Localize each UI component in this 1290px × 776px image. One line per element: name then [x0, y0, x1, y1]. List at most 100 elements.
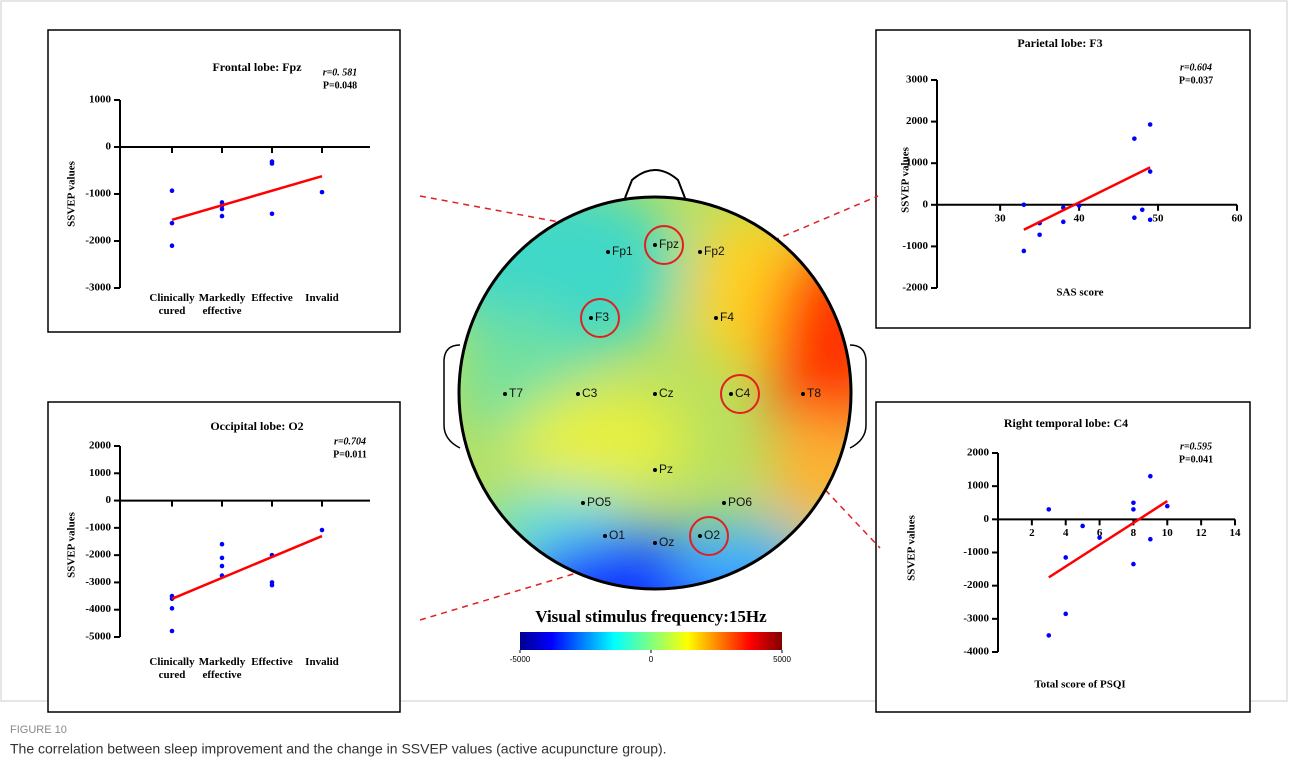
electrode-highlight — [644, 225, 684, 265]
x-tick-label: Clinically cured — [149, 656, 195, 681]
stat-label: P=0.048 — [323, 80, 357, 91]
electrode-dot — [714, 316, 718, 320]
fit-line — [1023, 166, 1151, 231]
y-tick-label: 3000 — [906, 74, 929, 86]
electrode-dot — [698, 250, 702, 254]
x-tick-label-box: Markedly effective — [198, 656, 246, 681]
electrode-label: T8 — [807, 386, 821, 400]
figure-label: FIGURE 10 — [10, 724, 67, 736]
data-point — [219, 541, 225, 547]
x-tick-label: Invalid — [305, 292, 339, 304]
electrode-label: Cz — [659, 386, 674, 400]
y-tick-label: 2000 — [967, 447, 990, 459]
data-point — [1097, 535, 1102, 540]
fit-line — [171, 174, 323, 222]
data-point — [1164, 503, 1170, 509]
data-point — [1037, 232, 1042, 238]
electrode-label: Oz — [659, 535, 674, 549]
electrode-dot — [729, 392, 733, 396]
electrode-label: F4 — [720, 310, 734, 324]
stat-label: P=0.037 — [1179, 75, 1213, 86]
electrode-dot — [589, 316, 593, 320]
y-tick-label: -3000 — [963, 612, 989, 624]
electrode-label: Fpz — [659, 237, 679, 251]
data-point — [1132, 215, 1137, 220]
y-tick-label: -5000 — [85, 631, 111, 643]
chart: Frontal lobe: Fpz r=0. 581 P=0.048 SSVEP va… — [66, 60, 370, 317]
data-point — [1131, 561, 1136, 567]
x-axis-label: SAS score — [1056, 287, 1103, 299]
x-tick-label-box: Markedly effective — [198, 292, 246, 317]
y-tick-label: -2000 — [902, 282, 928, 294]
x-tick-label: 6 — [1097, 527, 1103, 539]
electrode-label: C4 — [735, 386, 751, 400]
data-point — [219, 563, 225, 569]
topomap-title: Visual stimulus frequency:15Hz — [535, 607, 767, 626]
stat-label: P=0.011 — [333, 449, 367, 460]
electrode-highlight — [580, 298, 620, 338]
data-point — [1131, 500, 1136, 506]
x-tick-label-box: Invalid — [305, 656, 339, 668]
electrode-dot — [653, 468, 657, 472]
figure-caption: The correlation between sleep improvemen… — [10, 741, 667, 757]
x-axis-label: Total score of PSQI — [1034, 679, 1125, 691]
data-point — [169, 243, 175, 248]
x-tick-label: 14 — [1230, 527, 1242, 539]
x-tick-label-box: Effective — [251, 292, 293, 304]
x-tick-label: 12 — [1196, 527, 1208, 539]
data-point — [269, 211, 275, 217]
x-tick-label-box: Clinically cured — [149, 656, 195, 681]
electrode-label: O1 — [609, 528, 625, 542]
data-point — [1147, 122, 1153, 127]
y-tick-label: 2000 — [906, 115, 929, 127]
x-tick-label: Markedly effective — [198, 656, 246, 681]
x-tick-label: Clinically cured — [149, 292, 195, 317]
x-tick-label: 40 — [1074, 212, 1086, 224]
colorbar — [520, 632, 782, 650]
y-tick-label: -1000 — [85, 188, 111, 200]
data-point — [169, 188, 175, 194]
x-tick-label-box: Clinically cured — [149, 292, 195, 317]
electrode-label: O2 — [704, 528, 720, 542]
x-tick-label: Effective — [251, 656, 293, 668]
data-point — [169, 220, 175, 226]
electrode-dot — [603, 534, 607, 538]
data-point — [1061, 219, 1066, 225]
data-point — [169, 606, 175, 611]
electrode-label: Pz — [659, 462, 673, 476]
y-tick-label: -1000 — [963, 546, 989, 558]
fit-line — [1048, 500, 1168, 579]
electrode-dot — [698, 534, 702, 538]
x-tick-label: 30 — [995, 212, 1007, 224]
data-point — [269, 161, 275, 166]
electrode-dot — [653, 392, 657, 396]
y-tick-label: 2000 — [89, 440, 112, 452]
data-point — [319, 189, 325, 195]
x-tick-label-box: Effective — [251, 656, 293, 668]
data-point — [1147, 169, 1153, 174]
y-tick-label: 1000 — [89, 94, 112, 106]
electrode-dot — [576, 392, 580, 396]
stat-label: P=0.041 — [1179, 454, 1213, 465]
x-tick-label: 10 — [1162, 527, 1174, 539]
y-tick-label: 0 — [984, 513, 990, 525]
data-point — [1063, 555, 1069, 560]
electrode-dot — [606, 250, 610, 254]
chart-title: Parietal lobe: F3 — [1017, 36, 1102, 50]
x-tick-label: Markedly effective — [198, 292, 246, 317]
data-point — [1080, 523, 1085, 529]
electrode-dot — [653, 243, 657, 247]
data-point — [1046, 633, 1052, 638]
y-tick-label: 1000 — [89, 467, 112, 479]
y-tick-label: 0 — [923, 198, 929, 210]
y-tick-label: -2000 — [963, 579, 989, 591]
chart: Right temporal lobe: C4 r=0.595 P=0.041 SSV… — [906, 416, 1241, 691]
data-point — [1148, 473, 1153, 479]
data-point — [219, 213, 225, 219]
y-axis-label: SSVEP values — [900, 146, 912, 212]
data-point — [319, 527, 325, 533]
data-point — [219, 200, 225, 205]
electrode-dot — [581, 501, 585, 505]
